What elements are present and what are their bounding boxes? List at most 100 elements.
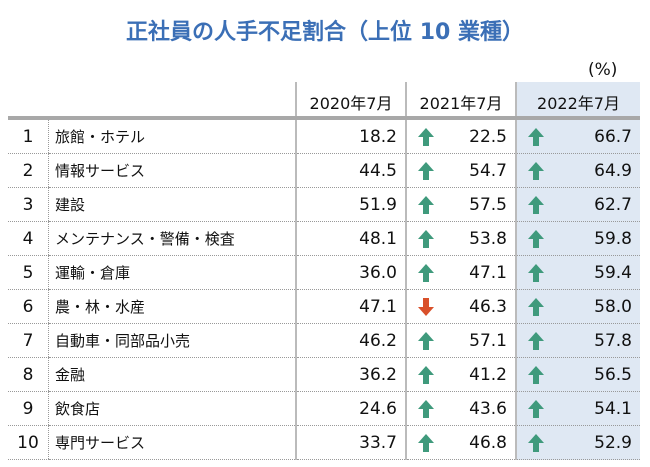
table-row: 6 農・林・水産 47.1 46.3 58.0 — [8, 289, 640, 324]
arrow-up-icon — [528, 127, 544, 146]
value-2022: 52.9 — [594, 432, 632, 453]
page-title: 正社員の人手不足割合（上位 10 業種） — [126, 20, 524, 45]
rank: 8 — [8, 357, 49, 392]
cell-2022: 54.1 — [515, 391, 640, 426]
industry-name: 金融 — [48, 357, 296, 392]
table-row: 4 メンテナンス・警備・検査 48.1 53.8 59.8 — [8, 221, 640, 256]
industry-name: 飲食店 — [48, 391, 296, 426]
arrow-up-icon — [528, 263, 544, 282]
cell-2022: 66.7 — [515, 118, 640, 154]
value-2022: 64.9 — [594, 160, 632, 181]
arrow-up-icon — [418, 127, 434, 146]
table-row: 10 専門サービス 33.7 46.8 52.9 — [8, 425, 640, 460]
cell-2021: 57.5 — [405, 187, 516, 222]
arrow-up-icon — [528, 365, 544, 384]
arrow-up-icon — [418, 433, 434, 452]
table-row: 5 運輸・倉庫 36.0 47.1 59.4 — [8, 255, 640, 290]
cell-2022: 58.0 — [515, 289, 640, 324]
value-2021: 46.8 — [469, 432, 507, 453]
value-2021: 57.5 — [469, 194, 507, 215]
industry-name: 運輸・倉庫 — [48, 255, 296, 290]
industry-name: メンテナンス・警備・検査 — [48, 221, 296, 256]
cell-2022: 62.7 — [515, 187, 640, 222]
value-2020: 48.1 — [295, 221, 406, 256]
arrow-up-icon — [528, 229, 544, 248]
cell-2021: 43.6 — [405, 391, 516, 426]
header-2021: 2021年7月 — [405, 82, 516, 118]
industry-name: 専門サービス — [48, 425, 296, 460]
value-2021: 47.1 — [469, 262, 507, 283]
arrow-up-icon — [528, 297, 544, 316]
table-row: 9 飲食店 24.6 43.6 54.1 — [8, 391, 640, 426]
value-2021: 41.2 — [469, 364, 507, 385]
value-2021: 46.3 — [469, 296, 507, 317]
arrow-up-icon — [418, 161, 434, 180]
cell-2022: 56.5 — [515, 357, 640, 392]
rank: 10 — [8, 425, 49, 460]
value-2022: 59.8 — [594, 228, 632, 249]
value-2020: 33.7 — [295, 425, 406, 460]
unit-label: (%) — [588, 60, 618, 80]
header-2020: 2020年7月 — [295, 82, 406, 118]
cell-2022: 59.4 — [515, 255, 640, 290]
header-blank — [8, 82, 296, 118]
value-2020: 47.1 — [295, 289, 406, 324]
rank: 7 — [8, 323, 49, 358]
cell-2021: 46.8 — [405, 425, 516, 460]
cell-2022: 59.8 — [515, 221, 640, 256]
arrow-up-icon — [418, 263, 434, 282]
rank: 5 — [8, 255, 49, 290]
table-row: 3 建設 51.9 57.5 62.7 — [8, 187, 640, 222]
value-2020: 24.6 — [295, 391, 406, 426]
cell-2021: 54.7 — [405, 153, 516, 188]
cell-2021: 53.8 — [405, 221, 516, 256]
rank: 2 — [8, 153, 49, 188]
rank: 6 — [8, 289, 49, 324]
value-2021: 54.7 — [469, 160, 507, 181]
arrow-up-icon — [528, 433, 544, 452]
arrow-up-icon — [418, 195, 434, 214]
table-row: 8 金融 36.2 41.2 56.5 — [8, 357, 640, 392]
cell-2022: 57.8 — [515, 323, 640, 358]
value-2020: 46.2 — [295, 323, 406, 358]
rank: 4 — [8, 221, 49, 256]
value-2022: 54.1 — [594, 398, 632, 419]
rank: 9 — [8, 391, 49, 426]
value-2022: 57.8 — [594, 330, 632, 351]
table-row: 1 旅館・ホテル 18.2 22.5 66.7 — [8, 118, 640, 154]
value-2020: 36.0 — [295, 255, 406, 290]
arrow-up-icon — [418, 331, 434, 350]
value-2022: 59.4 — [594, 262, 632, 283]
arrow-up-icon — [418, 365, 434, 384]
table-row: 2 情報サービス 44.5 54.7 64.9 — [8, 153, 640, 188]
arrow-up-icon — [528, 331, 544, 350]
arrow-up-icon — [528, 161, 544, 180]
header-row: 2020年7月 2021年7月 2022年7月 — [8, 82, 640, 118]
value-2021: 43.6 — [469, 398, 507, 419]
value-2022: 58.0 — [594, 296, 632, 317]
arrow-up-icon — [528, 399, 544, 418]
cell-2022: 64.9 — [515, 153, 640, 188]
cell-2022: 52.9 — [515, 425, 640, 460]
value-2022: 66.7 — [594, 126, 632, 147]
value-2021: 57.1 — [469, 330, 507, 351]
rank: 3 — [8, 187, 49, 222]
industry-name: 旅館・ホテル — [48, 118, 296, 154]
value-2020: 44.5 — [295, 153, 406, 188]
value-2020: 51.9 — [295, 187, 406, 222]
value-2021: 53.8 — [469, 228, 507, 249]
cell-2021: 22.5 — [405, 118, 516, 154]
arrow-up-icon — [528, 195, 544, 214]
value-2022: 56.5 — [594, 364, 632, 385]
cell-2021: 57.1 — [405, 323, 516, 358]
shortage-table: 2020年7月 2021年7月 2022年7月 1 旅館・ホテル 18.2 22… — [8, 82, 640, 460]
industry-name: 農・林・水産 — [48, 289, 296, 324]
cell-2021: 41.2 — [405, 357, 516, 392]
value-2020: 36.2 — [295, 357, 406, 392]
industry-name: 建設 — [48, 187, 296, 222]
value-2022: 62.7 — [594, 194, 632, 215]
arrow-up-icon — [418, 399, 434, 418]
table-row: 7 自動車・同部品小売 46.2 57.1 57.8 — [8, 323, 640, 358]
value-2021: 22.5 — [469, 126, 507, 147]
rank: 1 — [8, 118, 49, 154]
